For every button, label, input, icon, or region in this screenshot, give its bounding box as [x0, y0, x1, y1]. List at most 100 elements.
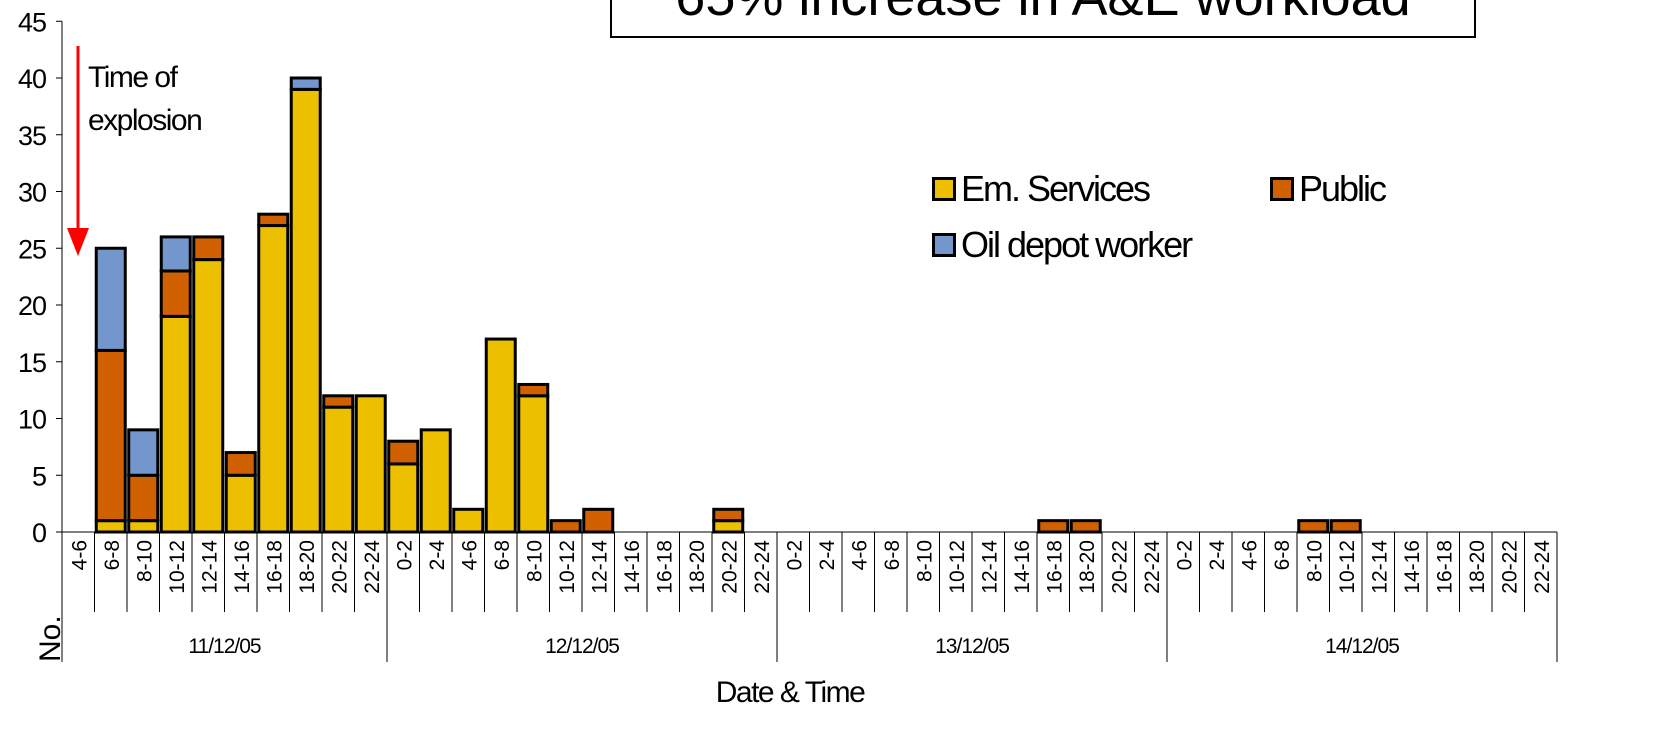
y-tick-label: 45 — [18, 7, 46, 37]
bar-segment-oil — [127, 428, 160, 477]
x-axis-label: Date & Time — [715, 676, 866, 709]
bar-segment-em — [484, 337, 517, 534]
x-slot-label: 0-2 — [783, 540, 806, 570]
y-tick-label: 40 — [18, 64, 46, 94]
y-tick-label: 35 — [18, 121, 46, 151]
x-slot-label: 10-12 — [166, 540, 189, 594]
x-slot-label: 22-24 — [751, 540, 774, 594]
x-slot-label: 6-8 — [491, 540, 514, 570]
x-slot-label: 18-20 — [686, 540, 709, 594]
x-slot-label: 12-14 — [1368, 540, 1391, 594]
x-slot-label: 2-4 — [1206, 540, 1229, 571]
bar-segment-em — [419, 428, 452, 534]
bar-segment-em — [387, 462, 420, 534]
bar-segment-public — [582, 507, 615, 534]
legend-label-em-services: Em. Services — [961, 168, 1151, 209]
y-tick-label: 5 — [32, 461, 46, 491]
bar-segment-em — [224, 473, 257, 534]
x-slot-label: 12-14 — [198, 540, 221, 594]
x-slot-label: 18-20 — [1466, 540, 1489, 594]
x-slot-label: 0-2 — [1173, 540, 1196, 570]
bar-segment-public — [517, 382, 550, 398]
legend-swatch-public — [1270, 177, 1294, 201]
x-slot-label: 20-22 — [328, 540, 351, 594]
bar-segment-em — [452, 507, 485, 534]
bar-segment-public — [1329, 519, 1362, 534]
x-slot-label: 12-14 — [588, 540, 611, 594]
legend-item-public: Public — [1270, 168, 1387, 210]
x-slot-label: 4-6 — [68, 540, 91, 570]
x-axis-label-wrap: Date & Time — [0, 676, 1658, 710]
bar-segment-public — [1297, 519, 1330, 534]
bar-segment-em — [127, 519, 160, 534]
x-slot-label: 6-8 — [881, 540, 904, 570]
x-slot-label: 16-18 — [653, 540, 676, 594]
bar-segment-em — [354, 394, 387, 534]
x-slot-label: 18-20 — [1076, 540, 1099, 594]
bar-segment-public — [712, 507, 745, 523]
x-slot-label: 14-16 — [231, 540, 254, 594]
x-slot-label: 22-24 — [361, 540, 384, 594]
bar-segment-oil — [289, 76, 322, 91]
bar-segment-em — [712, 519, 745, 534]
bar-segment-em — [289, 87, 322, 534]
y-tick-label: 15 — [18, 348, 46, 378]
annotation-line-2: explosion — [88, 104, 203, 137]
x-slot-label: 18-20 — [296, 540, 319, 594]
bar-segment-public — [549, 519, 582, 534]
x-slot-label: 22-24 — [1141, 540, 1164, 594]
bar-segment-public — [322, 394, 355, 409]
bar-segment-em — [159, 314, 192, 534]
bar-segment-public — [387, 439, 420, 466]
y-tick-label: 10 — [18, 405, 46, 435]
x-slot-label: 8-10 — [523, 540, 546, 582]
y-tick-label: 20 — [18, 291, 46, 321]
x-slot-label: 16-18 — [263, 540, 286, 594]
explosion-annotation: Time of explosion — [88, 56, 238, 142]
x-slot-label: 10-12 — [556, 540, 579, 594]
x-slot-label: 20-22 — [718, 540, 741, 594]
x-slot-label: 16-18 — [1433, 540, 1456, 594]
x-slot-label: 16-18 — [1043, 540, 1066, 594]
x-day-label: 12/12/05 — [545, 635, 619, 658]
legend-label-public: Public — [1299, 168, 1387, 209]
x-slot-label: 8-10 — [913, 540, 936, 582]
legend-swatch-em-services — [932, 177, 956, 201]
bar-segment-oil — [159, 235, 192, 273]
legend-item-oil-depot-worker: Oil depot worker — [932, 224, 1193, 266]
bar-segment-public — [257, 212, 290, 228]
bar-segment-oil — [94, 246, 127, 352]
bar-segment-em — [517, 394, 550, 534]
bar-segment-public — [1037, 519, 1070, 534]
x-slot-label: 4-6 — [458, 540, 481, 570]
legend-swatch-oil-depot-worker — [932, 233, 956, 257]
x-slot-label: 4-6 — [848, 540, 871, 570]
x-slot-label: 8-10 — [133, 540, 156, 582]
bar-segment-public — [94, 348, 127, 523]
x-slot-label: 6-8 — [101, 540, 124, 570]
annotation-line-1: Time of — [88, 61, 178, 94]
x-slot-label: 8-10 — [1303, 540, 1326, 582]
x-slot-label: 4-6 — [1238, 540, 1261, 570]
x-slot-label: 10-12 — [946, 540, 969, 594]
x-slot-label: 20-22 — [1498, 540, 1521, 594]
chart-title: 65% increase in A&E workload — [610, 0, 1476, 38]
x-slot-label: 2-4 — [426, 540, 449, 571]
y-tick-label: 30 — [18, 178, 46, 208]
x-slot-label: 2-4 — [816, 540, 839, 571]
bar-segment-em — [322, 405, 355, 534]
x-day-label: 14/12/05 — [1325, 635, 1399, 658]
bar-segment-public — [192, 235, 225, 262]
y-tick-label: 0 — [32, 518, 46, 548]
explosion-arrow-head — [67, 228, 89, 256]
x-slot-label: 14-16 — [621, 540, 644, 594]
bar-segment-public — [1069, 519, 1102, 534]
y-axis-label: No. — [34, 615, 67, 662]
bar-segment-public — [127, 473, 160, 523]
legend-label-oil-depot-worker: Oil depot worker — [961, 224, 1193, 265]
x-slot-label: 14-16 — [1011, 540, 1034, 594]
bar-segment-public — [159, 269, 192, 318]
bar-segment-em — [257, 224, 290, 534]
x-slot-label: 14-16 — [1401, 540, 1424, 594]
